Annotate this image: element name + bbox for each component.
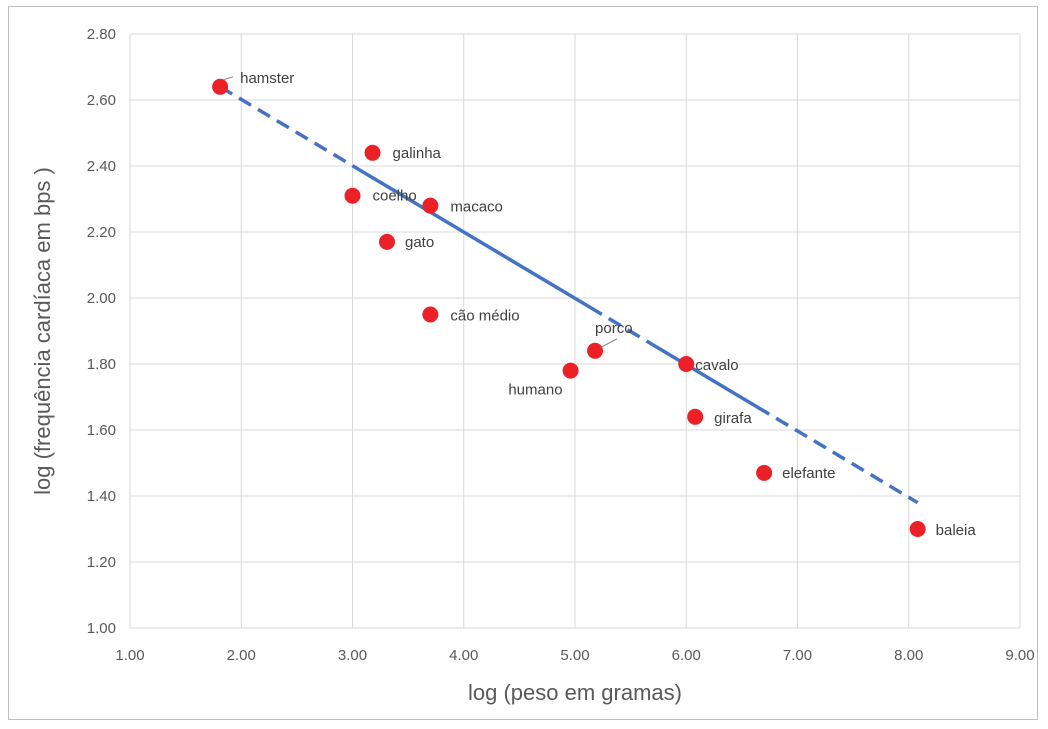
trendline-segment — [588, 305, 654, 347]
x-tick-label: 5.00 — [560, 647, 589, 664]
data-point — [364, 144, 381, 161]
x-axis-title: log (peso em gramas) — [468, 680, 682, 705]
trendline — [219, 85, 919, 505]
point-label: humano — [508, 382, 562, 399]
x-tick-label: 9.00 — [1005, 647, 1034, 664]
x-tick-label: 7.00 — [783, 647, 812, 664]
label-leader-line — [599, 338, 618, 349]
data-point — [678, 356, 695, 372]
point-label: hamster — [240, 70, 294, 87]
point-label: elefante — [782, 465, 835, 482]
y-tick-label: 1.20 — [87, 554, 116, 571]
point-label: girafa — [714, 410, 752, 427]
trendline-segment — [756, 405, 919, 505]
point-label: macaco — [450, 199, 503, 216]
y-axis-title: log (frequência cardíaca em bps ) — [30, 167, 55, 495]
grid-lines — [129, 33, 1021, 629]
data-point — [422, 197, 439, 214]
y-tick-label: 2.40 — [87, 158, 116, 175]
point-label: coelho — [373, 188, 417, 205]
y-axis-ticks: 1.00 1.20 1.40 1.60 1.80 2.00 2.20 2.40 2.60 2.80 — [87, 26, 116, 637]
trendline-segment — [651, 343, 759, 409]
y-tick-label: 2.60 — [87, 92, 116, 109]
x-tick-label: 6.00 — [672, 647, 701, 664]
y-tick-label: 1.60 — [87, 422, 116, 439]
x-tick-label: 8.00 — [894, 647, 923, 664]
chart-frame — [8, 6, 1038, 720]
data-points — [212, 78, 926, 537]
label-leader-line — [222, 76, 234, 81]
y-tick-label: 2.80 — [87, 26, 116, 43]
x-tick-label: 4.00 — [449, 647, 478, 664]
data-point — [587, 342, 604, 359]
point-labels: hamster galinha coelho macaco gato cão médio p… — [222, 70, 977, 539]
y-tick-label: 1.00 — [87, 620, 116, 637]
data-point — [378, 233, 395, 250]
trendline-segment — [358, 168, 591, 309]
data-point — [212, 78, 229, 95]
x-tick-label: 2.00 — [227, 647, 256, 664]
data-point — [344, 187, 361, 204]
point-label: porco — [595, 320, 633, 337]
point-label: gato — [405, 234, 434, 251]
y-tick-label: 2.00 — [87, 290, 116, 307]
point-label: galinha — [393, 145, 442, 162]
y-tick-label: 1.40 — [87, 488, 116, 505]
point-label: cão médio — [450, 308, 519, 325]
trendline-segment — [219, 85, 361, 172]
point-label: cavalo — [695, 357, 738, 374]
y-tick-label: 2.20 — [87, 224, 116, 241]
x-axis-ticks: 1.00 2.00 3.00 4.00 5.00 6.00 7.00 8.00 9.00 — [115, 647, 1034, 664]
y-tick-label: 1.80 — [87, 356, 116, 373]
data-point — [422, 306, 439, 323]
point-label: baleia — [936, 522, 977, 539]
data-point — [562, 362, 579, 379]
data-point — [756, 464, 773, 481]
data-point — [909, 521, 926, 537]
x-tick-label: 1.00 — [115, 647, 144, 664]
x-tick-label: 3.00 — [338, 647, 367, 664]
data-point — [687, 408, 704, 425]
